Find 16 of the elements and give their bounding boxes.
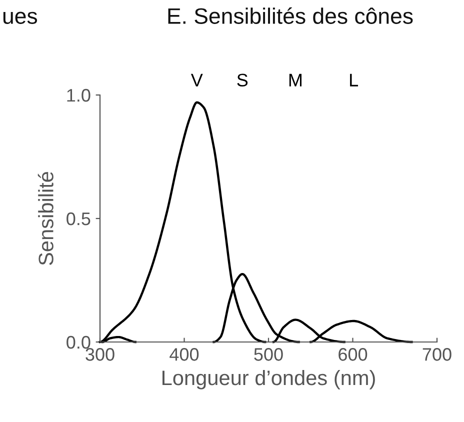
- chart-title: E. Sensibilités des cônes: [168, 7, 413, 24]
- y-axis-title: Sensibilité: [38, 172, 54, 266]
- y-tick-label: 0.5: [66, 212, 90, 226]
- x-tick-label: 500: [254, 348, 283, 361]
- text: S: [237, 74, 248, 86]
- text: ues: [3, 12, 38, 24]
- y-tick-label: 0.0: [66, 336, 90, 349]
- y-tick-label: 1.0: [67, 88, 90, 102]
- x-tick-label: 300: [86, 348, 114, 361]
- text: V: [190, 74, 203, 86]
- text: M: [289, 74, 302, 86]
- x-tick-label: 400: [170, 348, 199, 361]
- text: L: [350, 74, 358, 86]
- x-tick-label: 600: [338, 348, 368, 361]
- x-axis-title: Longueur d’ondes (nm): [162, 370, 375, 390]
- x-tick-label: 700: [422, 348, 452, 361]
